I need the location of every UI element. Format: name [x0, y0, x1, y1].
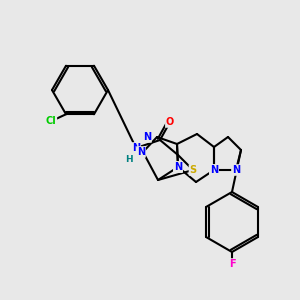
Text: Cl: Cl [46, 116, 56, 126]
Text: N: N [210, 165, 218, 175]
Text: N: N [143, 132, 151, 142]
Text: N: N [132, 143, 140, 153]
Text: N: N [210, 165, 218, 175]
Text: N: N [137, 147, 145, 157]
Text: N: N [174, 162, 182, 172]
Text: F: F [229, 259, 235, 269]
Text: N: N [174, 162, 182, 172]
Text: S: S [189, 165, 197, 175]
Text: N: N [232, 165, 240, 175]
Text: O: O [166, 117, 174, 127]
Text: H: H [125, 154, 133, 164]
